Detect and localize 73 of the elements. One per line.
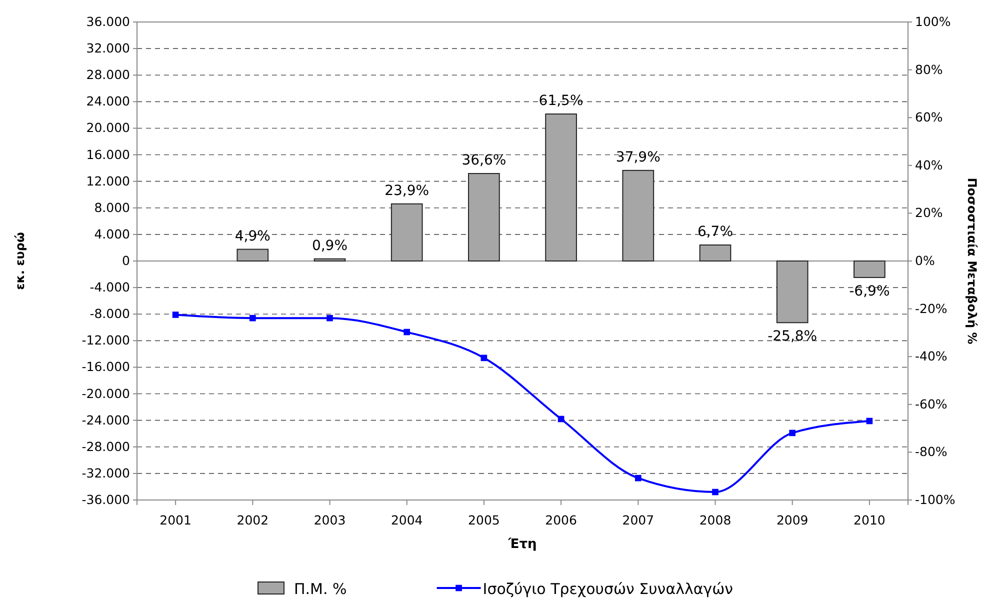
y2-tick-label: -40% <box>915 348 948 364</box>
y-tick-label: -16.000 <box>82 359 130 374</box>
y-tick-label: -24.000 <box>82 412 130 428</box>
data-label: 6,7% <box>697 224 734 240</box>
y-tick-label: 16.000 <box>86 146 130 162</box>
x-axis-title: Έτη <box>507 537 537 552</box>
y2-tick-label: -100% <box>915 492 956 507</box>
x-tick-label: 2008 <box>699 512 732 528</box>
y-tick-label: 32.000 <box>86 40 130 56</box>
bar <box>236 248 269 262</box>
y-tick-label: -36.000 <box>82 492 130 507</box>
x-tick-label: 2004 <box>390 512 423 528</box>
y-tick-label: 4.000 <box>94 226 130 242</box>
y-tick-label: -20.000 <box>82 386 130 401</box>
y-tick-label: -8.000 <box>90 306 130 322</box>
x-tick-label: 2002 <box>236 512 269 528</box>
x-tick-label: 2009 <box>776 512 808 528</box>
x-tick-label: 2006 <box>545 512 577 528</box>
y2-tick-label: -80% <box>915 444 948 460</box>
x-tick-label: 2003 <box>314 512 346 528</box>
data-label: 23,9% <box>384 182 430 199</box>
bar <box>545 114 577 262</box>
y-tick-label: 36.000 <box>86 14 130 29</box>
point <box>480 354 488 362</box>
bar <box>854 260 886 278</box>
point <box>789 430 796 436</box>
y-tick-label: 28.000 <box>86 67 130 82</box>
y-tick-label: 20.000 <box>86 120 130 136</box>
y2-tick-label: 60% <box>915 110 943 125</box>
point <box>866 418 873 424</box>
y2-tick-label: -60% <box>915 396 948 412</box>
x-tick-label: 2010 <box>854 512 886 528</box>
y-tick-label: -12.000 <box>82 332 130 348</box>
data-label: 37,9% <box>616 149 660 166</box>
y-axis-title: εκ. ευρώ <box>13 232 27 290</box>
bar <box>699 244 732 262</box>
data-label: -25,8% <box>768 328 818 345</box>
bar <box>622 170 654 262</box>
y-tick-label: 12.000 <box>86 173 130 188</box>
y-tick-label: -28.000 <box>82 438 130 454</box>
data-label: 61,5% <box>538 93 584 110</box>
data-label: -6,9% <box>849 283 890 300</box>
y-tick-label: 24.000 <box>86 94 130 109</box>
y2-tick-label: -20% <box>915 300 948 316</box>
y2-tick-label: 0% <box>915 253 935 268</box>
x-tick-label: 2005 <box>468 512 500 528</box>
y2-tick-label: 100% <box>915 14 951 29</box>
y-tick-label: -4.000 <box>90 280 130 295</box>
legend-label: Ισοζύγιο Τρεχουσών Συναλλαγών <box>482 580 734 598</box>
point <box>172 312 179 318</box>
x-tick-label: 2007 <box>622 512 654 528</box>
bar <box>314 258 346 262</box>
y2-tick-label: 80% <box>915 62 943 77</box>
legend-label: Π.Μ. % <box>294 580 347 598</box>
y2-tick-label: 40% <box>915 157 943 172</box>
data-label: 0,9% <box>312 238 348 254</box>
bar <box>390 203 423 262</box>
y2-tick-label: 20% <box>915 205 943 220</box>
bar <box>468 173 500 262</box>
point <box>634 474 642 482</box>
y2-axis-title: Ποσοστιαία Μεταβολή % <box>965 178 979 344</box>
point <box>404 328 410 336</box>
x-tick-label: 2001 <box>160 512 192 528</box>
point <box>712 488 718 496</box>
point <box>558 416 564 422</box>
y-tick-label: -32.000 <box>82 465 130 480</box>
point <box>326 314 333 322</box>
data-label: 4,9% <box>234 228 270 244</box>
bar <box>776 260 808 324</box>
data-label: 36,6% <box>462 152 506 169</box>
point <box>249 314 256 322</box>
y-tick-label: 8.000 <box>94 200 130 215</box>
y-tick-label: 0 <box>122 253 130 268</box>
